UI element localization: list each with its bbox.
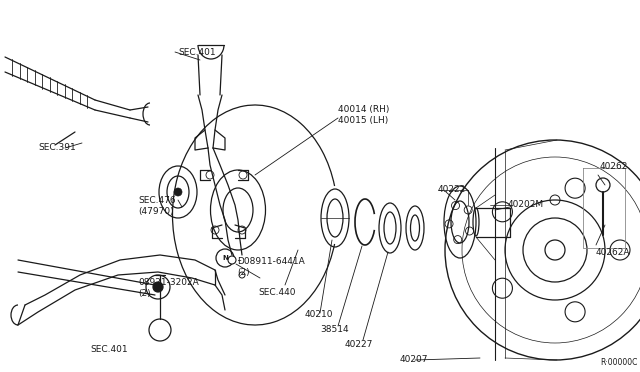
Text: SEC.391: SEC.391	[38, 143, 76, 152]
Text: 40210: 40210	[305, 310, 333, 319]
Text: SEC.476
(47970): SEC.476 (47970)	[138, 196, 175, 216]
Text: SEC.440: SEC.440	[258, 288, 296, 297]
Text: 40207: 40207	[400, 355, 429, 364]
Text: 40262: 40262	[600, 162, 628, 171]
Text: Ð08911-6441A
(2): Ð08911-6441A (2)	[237, 257, 305, 277]
Text: 40014 (RH)
40015 (LH): 40014 (RH) 40015 (LH)	[338, 105, 389, 125]
Text: 08921-3202A
(2): 08921-3202A (2)	[138, 278, 199, 298]
Text: SEC.401: SEC.401	[178, 48, 216, 57]
Text: 38514: 38514	[320, 325, 349, 334]
Text: 40262A: 40262A	[596, 248, 630, 257]
Text: SEC.401: SEC.401	[90, 345, 127, 354]
Text: 40222: 40222	[438, 185, 467, 194]
Text: R·00000C: R·00000C	[600, 358, 637, 367]
Circle shape	[174, 188, 182, 196]
Text: 40202M: 40202M	[508, 200, 544, 209]
Circle shape	[228, 256, 236, 264]
Circle shape	[153, 282, 163, 292]
Text: 40227: 40227	[345, 340, 373, 349]
Text: N: N	[222, 255, 228, 261]
